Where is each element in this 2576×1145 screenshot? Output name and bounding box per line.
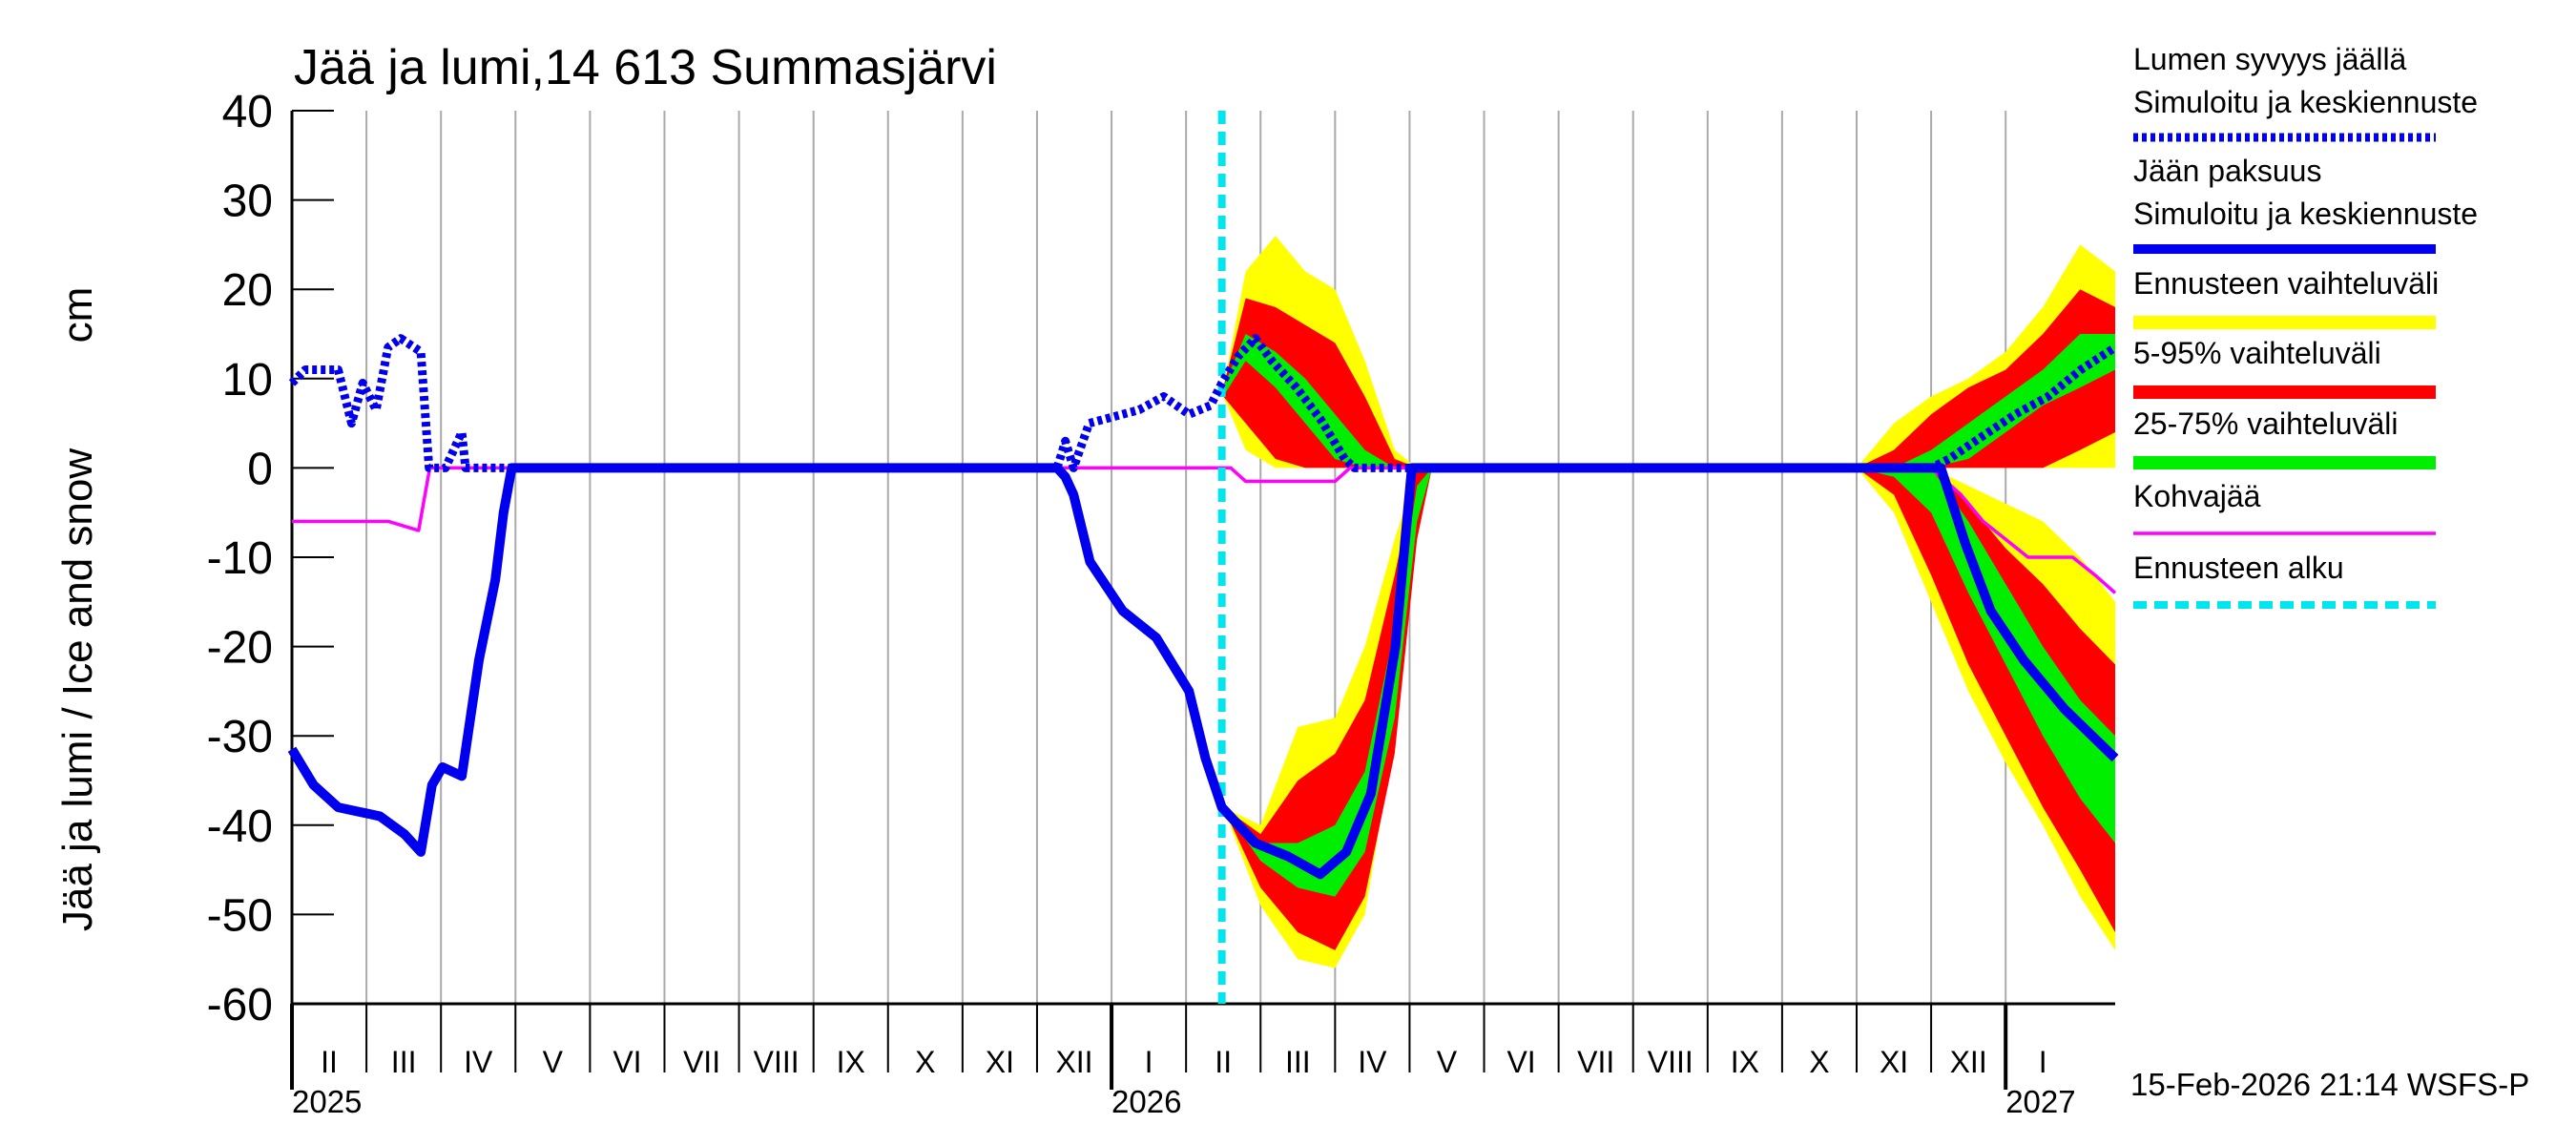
band-area: [1223, 298, 1418, 468]
x-tick-label: II: [321, 1045, 338, 1079]
legend-label: 25-75% vaihteluväli: [2133, 406, 2399, 441]
y-tick-label: 40: [222, 87, 273, 137]
y-tick-label: -40: [207, 802, 273, 852]
band-area: [1857, 468, 2115, 843]
x-tick-label: VII: [683, 1045, 720, 1079]
year-label: 2026: [1111, 1084, 1181, 1119]
footer: 15-Feb-2026 21:14 WSFS-P: [2130, 1067, 2529, 1102]
band-area: [1857, 468, 2115, 950]
band-area: [1223, 334, 1418, 468]
x-tick-label: IV: [464, 1045, 493, 1079]
chart-title: Jää ja lumi,14 613 Summasjärvi: [294, 40, 997, 95]
x-tick-label: I: [1145, 1045, 1153, 1079]
x-tick-label: IX: [837, 1045, 865, 1079]
x-tick-label: XII: [1950, 1045, 1987, 1079]
y-tick-label: 0: [247, 444, 273, 494]
x-tick-label: VII: [1577, 1045, 1614, 1079]
y-tick-label: 20: [222, 265, 273, 316]
legend-label: Kohvajää: [2133, 479, 2261, 513]
x-tick-label: II: [1215, 1045, 1232, 1079]
band-area: [1223, 468, 1432, 950]
x-tick-label: X: [1809, 1045, 1829, 1079]
year-label: 2025: [292, 1084, 362, 1119]
legend-label: 5-95% vaihteluväli: [2133, 336, 2381, 370]
legend-label: Lumen syvyys jäällä: [2133, 42, 2407, 76]
x-tick-label: VIII: [754, 1045, 800, 1079]
year-label: 2027: [2005, 1084, 2075, 1119]
legend-label: Ennusteen vaihteluväli: [2133, 266, 2439, 301]
x-tick-label: IV: [1358, 1045, 1387, 1079]
band-area: [1857, 289, 2115, 468]
x-tick-label: I: [2039, 1045, 2047, 1079]
legend-label: Simuloitu ja keskiennuste: [2133, 197, 2478, 231]
x-tick-label: XII: [1055, 1045, 1092, 1079]
x-tick-label: III: [1285, 1045, 1311, 1079]
y-tick-label: 10: [222, 355, 273, 406]
x-tick-label: III: [391, 1045, 417, 1079]
x-tick-label: IX: [1731, 1045, 1759, 1079]
x-tick-label: VI: [1506, 1045, 1535, 1079]
y-tick-label: -60: [207, 980, 273, 1030]
x-tick-label: V: [543, 1045, 564, 1079]
band-area: [1857, 468, 2115, 933]
x-tick-label: X: [915, 1045, 935, 1079]
x-tick-label: VIII: [1648, 1045, 1693, 1079]
legend-label: Jään paksuus: [2133, 154, 2321, 188]
band-area: [1857, 334, 2115, 468]
x-tick-label: V: [1437, 1045, 1458, 1079]
x-tick-label: VI: [613, 1045, 641, 1079]
x-tick-label: XI: [986, 1045, 1014, 1079]
legend-label: Simuloitu ja keskiennuste: [2133, 85, 2478, 119]
x-tick-label: XI: [1880, 1045, 1908, 1079]
y-tick-label: -50: [207, 890, 273, 941]
y-tick-label: 30: [222, 177, 273, 227]
y-axis-unit: cm: [54, 287, 101, 344]
legend-label: Ennusteen alku: [2133, 551, 2344, 585]
y-axis-label: Jää ja lumi / Ice and snow: [54, 448, 101, 931]
y-tick-label: -20: [207, 623, 273, 674]
y-tick-label: -10: [207, 533, 273, 584]
y-tick-label: -30: [207, 712, 273, 762]
